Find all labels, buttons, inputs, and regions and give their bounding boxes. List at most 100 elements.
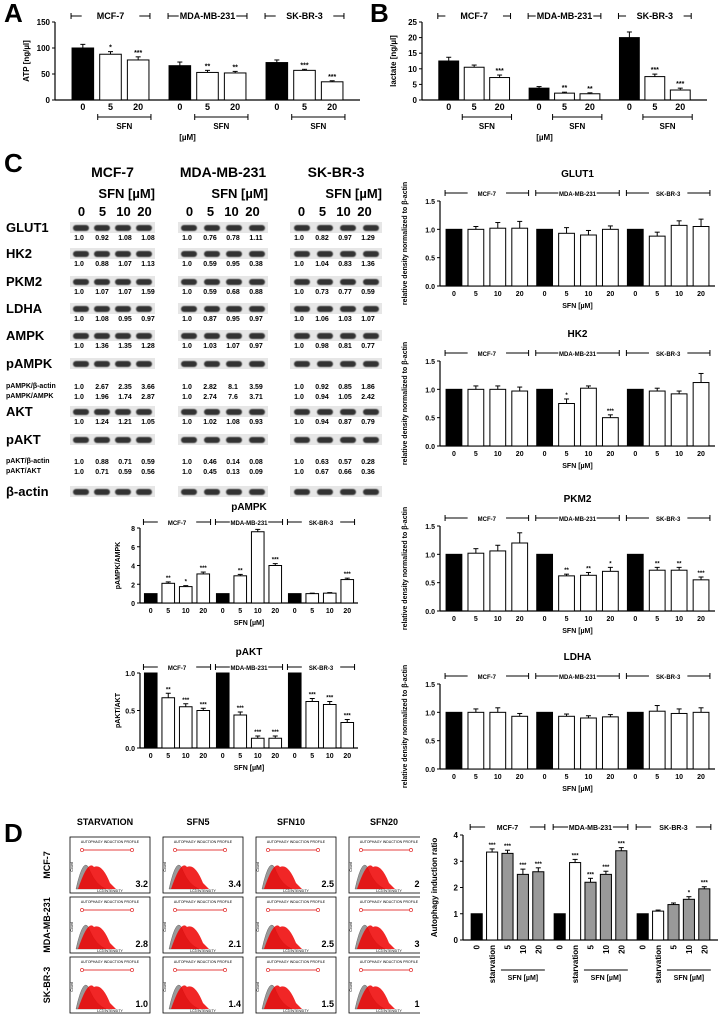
blot-value: 0.93 (249, 419, 263, 426)
group-label-bg (301, 517, 341, 527)
bar (554, 92, 575, 101)
blot-band (316, 250, 333, 257)
x-tick-label: 0 (452, 774, 456, 781)
facs-sample-histogram (78, 925, 116, 949)
blot-strip (178, 303, 268, 314)
blot-value: 0.57 (338, 459, 352, 466)
blot-header: SK-BR-3 (307, 164, 365, 180)
x-tick-label: 20 (697, 291, 705, 298)
facs-x-label: LC3 INTENSITY (97, 1009, 123, 1013)
blot-value: 1.0 (74, 469, 84, 476)
facs-gate-marker (266, 848, 270, 852)
blot-value: 1.08 (95, 316, 109, 323)
x-tick-label: 0 (556, 944, 565, 949)
bar (553, 913, 566, 941)
facs-profile-title: AUTOPHAGY INDUCTION PROFILE (267, 900, 326, 904)
blot-value: 1.0 (74, 235, 84, 242)
facs-gate-marker (173, 848, 177, 852)
blot-band (136, 436, 153, 443)
blot-band (362, 224, 379, 231)
x-tick-label: 5 (310, 608, 314, 615)
bar (558, 575, 575, 612)
y-axis-label: relative density normalized to β-actin (402, 342, 409, 465)
blot-band (72, 408, 89, 415)
facs-sample-histogram (357, 925, 395, 949)
bar (511, 390, 529, 447)
group-label: MDA-MB-231 (180, 11, 236, 21)
y-tick-label: 15 (408, 49, 417, 58)
blot-value: 1.07 (361, 316, 375, 323)
blot-band (136, 408, 153, 415)
x-tick-label: 20 (617, 944, 626, 953)
facs-sample-histogram (171, 985, 209, 1009)
blot-band (362, 408, 379, 415)
blot-value: 1.36 (361, 261, 375, 268)
blot-band (293, 408, 310, 415)
facs-sample-histogram (171, 865, 209, 889)
blot-band (181, 278, 198, 285)
facs-gate-marker (409, 848, 413, 852)
blot-row-label: pAMPK/AMPK (6, 393, 54, 400)
bar (601, 570, 619, 612)
blot-band (136, 224, 153, 231)
blot-band (293, 360, 310, 367)
significance-label: ** (166, 687, 171, 693)
blot-strip (290, 276, 382, 287)
blot-conc-row: 0 5 10 20 (294, 204, 372, 219)
blot-values: 1.0 1.24 1.21 1.05 (72, 419, 155, 426)
x-tick-label: 0 (149, 753, 153, 760)
facs-profile-title: AUTOPHAGY INDUCTION PROFILE (174, 900, 233, 904)
blot-band (316, 436, 333, 443)
blot-strip (178, 330, 268, 341)
blot-strip (178, 406, 268, 417)
facs-sample-histogram (171, 925, 209, 949)
blot-band (181, 436, 198, 443)
facs-x-label: LC3 INTENSITY (97, 949, 123, 953)
y-tick-label: 0.5 (425, 581, 435, 588)
blot-band (226, 488, 243, 495)
blot-value: 0.59 (141, 459, 155, 466)
blot-header: MCF-7 (91, 164, 134, 180)
facs-y-label: Count (70, 862, 74, 871)
blot-header: MDA-MB-231 (179, 164, 267, 180)
blot-row-label: GLUT1 (6, 220, 49, 235)
significance-label: *** (602, 865, 610, 871)
blot-band (115, 305, 132, 312)
facs-gate-marker (266, 908, 270, 912)
blot-strip (70, 303, 155, 314)
blot-band (248, 436, 265, 443)
blot-value: 2.87 (141, 394, 155, 401)
x-tick-label: 20 (606, 616, 614, 623)
blot-values: 1.0 0.94 1.05 2.42 (292, 394, 375, 401)
significance-label: *** (326, 696, 334, 702)
blot-value: 8.1 (228, 384, 238, 391)
x-tick-label: 20 (230, 102, 240, 112)
y-axis-label: pAKT/AKT (115, 692, 122, 728)
x-axis-title: SFN [µM] (562, 463, 592, 470)
x-tick-label: 10 (494, 616, 502, 623)
blot-value: 1.08 (226, 419, 240, 426)
blot-value: 0.59 (118, 469, 132, 476)
blot-strip (290, 406, 382, 417)
group-label: MDA-MB-231 (230, 521, 268, 527)
blot-band (93, 436, 110, 443)
blot-band (316, 305, 333, 312)
blot-band (181, 224, 198, 231)
group-label: MCF-7 (478, 675, 497, 681)
sfn-label: SFN [µM] (674, 975, 704, 982)
group-label-bg (648, 513, 688, 523)
blot-row-label: PKM2 (6, 274, 43, 289)
blot-band (316, 408, 333, 415)
blot-band (293, 278, 310, 285)
group-label: MCF-7 (97, 11, 125, 21)
x-tick-label: 20 (133, 102, 143, 112)
blot-sfn-header: SFN [µM] (98, 186, 155, 201)
blot-value: 0.92 (315, 384, 329, 391)
facs-ratio-value: 2.5 (321, 879, 334, 889)
significance-label: ** (564, 568, 569, 574)
blot-band (362, 488, 379, 495)
blot-value: 0.71 (95, 469, 109, 476)
group-label-bg (81, 11, 140, 21)
facs-x-label: LC3 INTENSITY (376, 889, 402, 893)
blot-band (362, 305, 379, 312)
